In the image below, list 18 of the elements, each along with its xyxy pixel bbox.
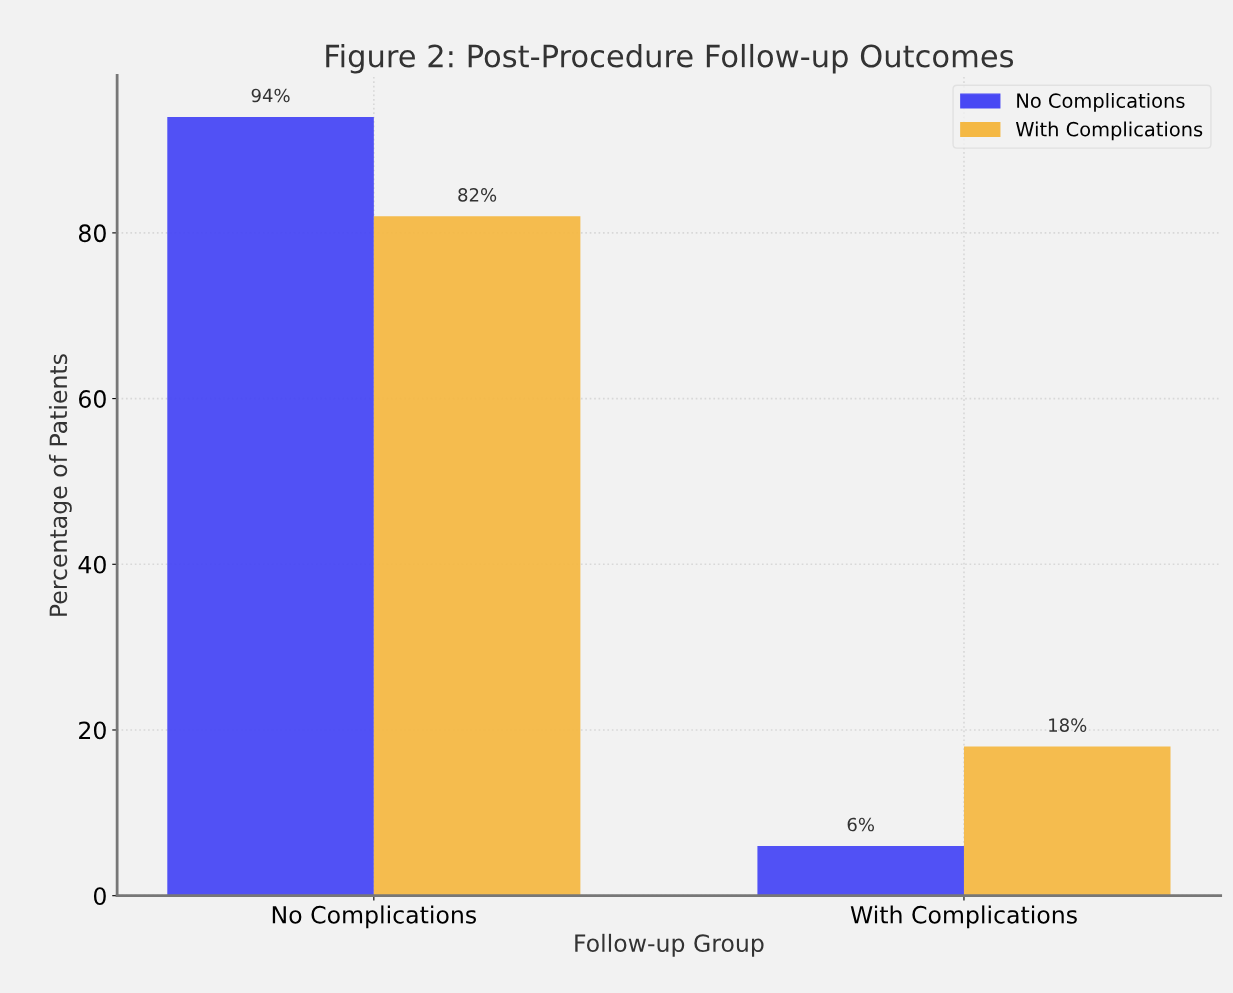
legend-label: No Complications	[1017, 92, 1185, 112]
bar	[757, 845, 964, 896]
y-tick-label: 60	[79, 390, 106, 408]
y-tick-label: 80	[78, 224, 106, 243]
data-label: 6%	[847, 817, 875, 832]
chart-title: Figure 2: Post-Procedure Follow-up Outcomes	[326, 43, 1014, 74]
data-label: 82%	[458, 188, 497, 202]
y-tick-label: 40	[78, 555, 106, 574]
legend-label: With Complications	[1015, 121, 1203, 141]
bar	[373, 216, 581, 896]
bar	[167, 116, 374, 896]
y-tick-label: 0	[93, 887, 106, 905]
x-axis-title: Follow-up Group	[575, 933, 764, 957]
y-tick-label: 20	[79, 721, 106, 740]
y-axis-title: Percentage of Patients	[48, 354, 72, 616]
data-label: 18%	[1049, 718, 1087, 732]
bar	[963, 746, 1171, 896]
data-label: 94%	[251, 88, 290, 103]
